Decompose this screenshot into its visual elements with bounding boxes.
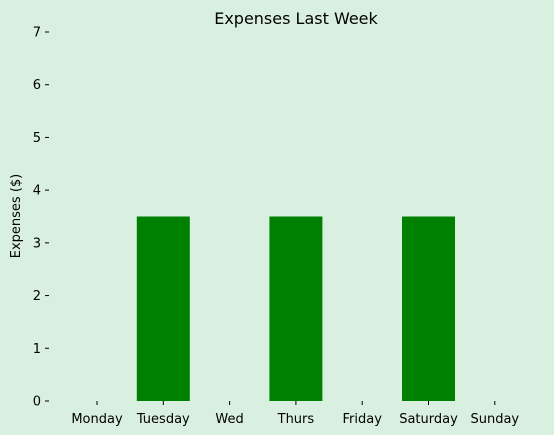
y-axis-label: Expenses ($) xyxy=(9,174,24,259)
y-tick-label: 5 xyxy=(33,131,41,146)
x-tick-label: Sunday xyxy=(470,412,519,427)
y-tick-label: 0 xyxy=(33,395,41,410)
y-tick-label: 7 xyxy=(33,26,41,41)
y-tick-label: 4 xyxy=(33,184,41,199)
x-tick-label: Friday xyxy=(342,412,382,427)
bar-saturday xyxy=(402,216,455,401)
y-tick-label: 6 xyxy=(33,78,41,93)
bar-tuesday xyxy=(136,216,190,401)
y-axis: 0 1 2 3 4 5 6 7 xyxy=(33,26,49,410)
x-tick-label: Saturday xyxy=(399,412,458,427)
x-axis: Monday Tuesday Wed Thurs Friday Saturday Sunda… xyxy=(71,401,519,427)
y-tick-label: 1 xyxy=(33,342,41,357)
x-tick-label: Wed xyxy=(215,412,243,427)
bar-thurs xyxy=(269,216,323,401)
x-tick-label: Thurs xyxy=(277,412,315,427)
bars xyxy=(136,216,455,401)
y-tick-label: 2 xyxy=(33,289,41,304)
x-tick-label: Tuesday xyxy=(136,412,190,427)
y-tick-label: 3 xyxy=(33,236,41,251)
chart-title: Expenses Last Week xyxy=(214,9,378,28)
x-tick-label: Monday xyxy=(71,412,123,427)
